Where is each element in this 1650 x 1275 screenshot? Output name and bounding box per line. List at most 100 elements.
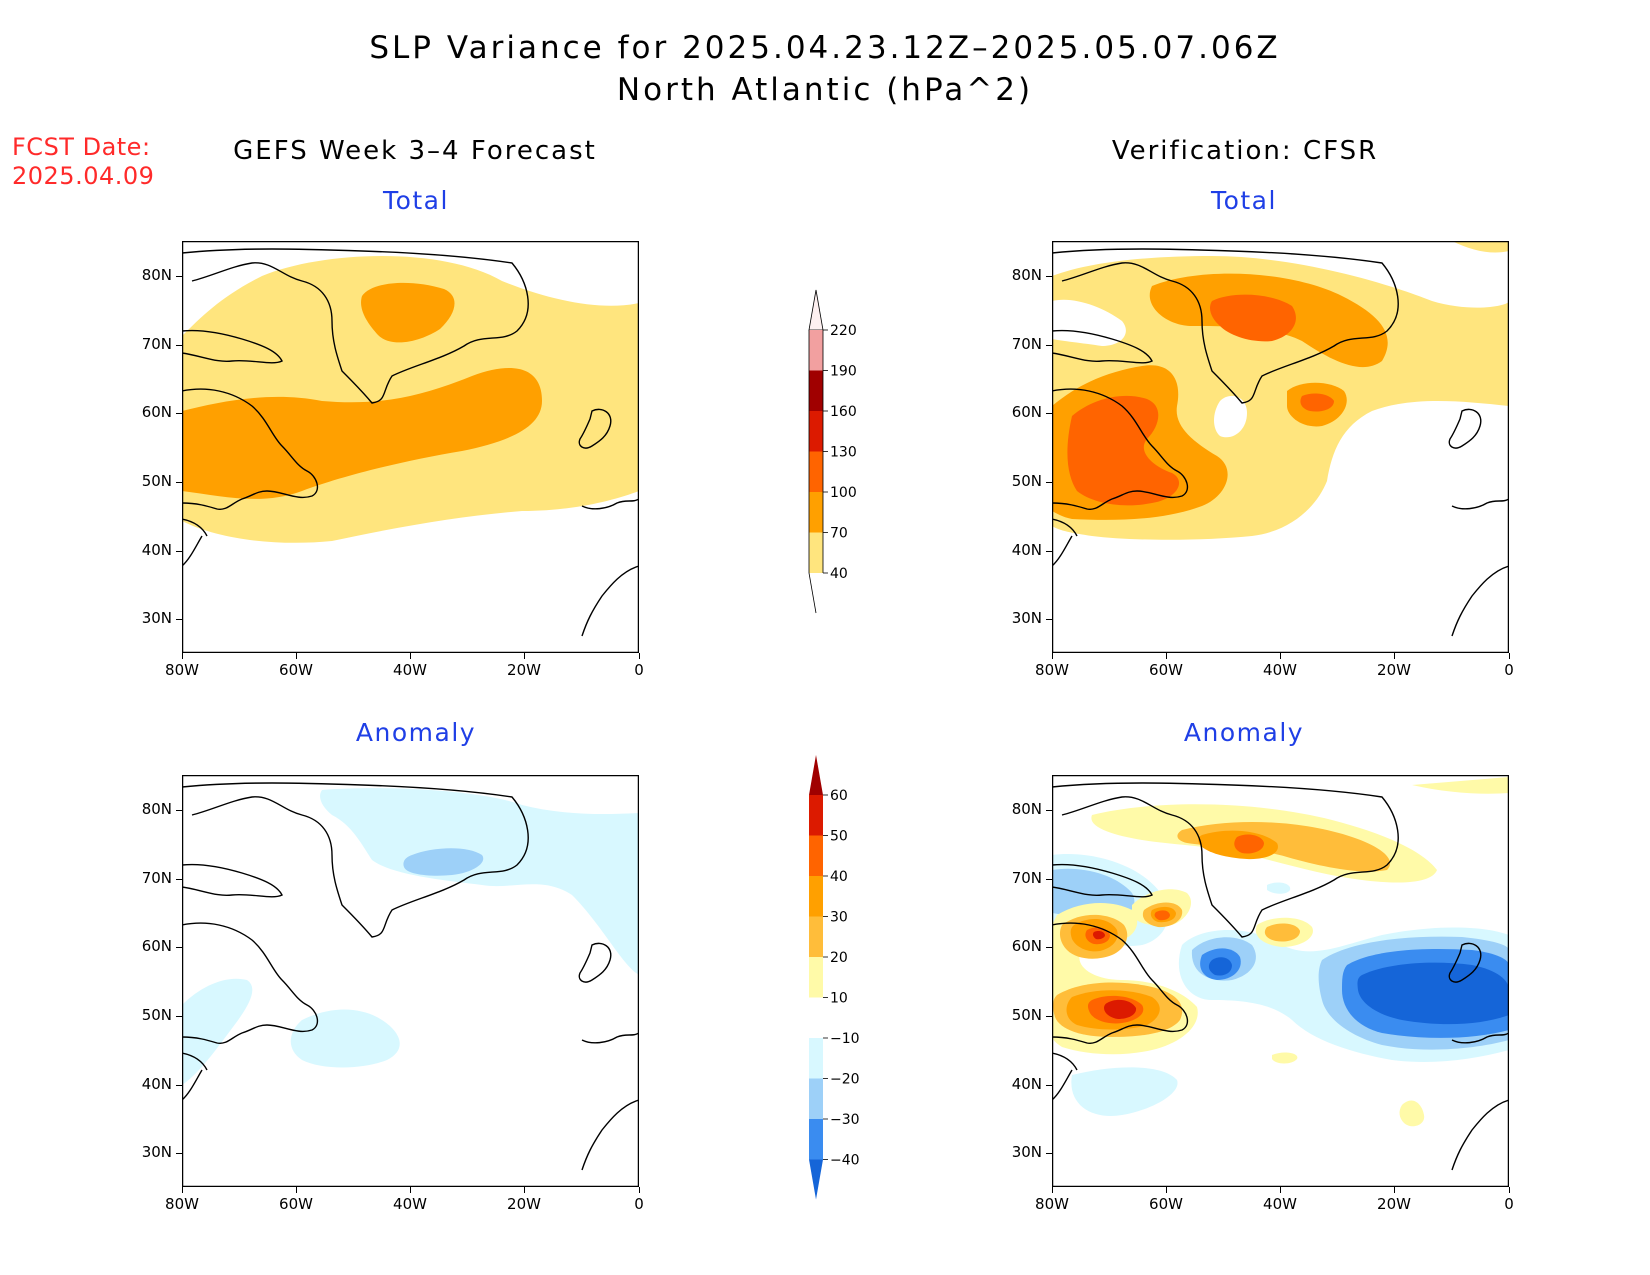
lon-tick-mark: [1509, 1187, 1510, 1193]
lon-tick-mark: [639, 653, 640, 659]
lat-tick-label: 30N: [1011, 1143, 1042, 1161]
lat-tick-mark: [1046, 345, 1052, 346]
right-column-title: Verification: CFSR: [1111, 136, 1379, 166]
colorbar-triangle-top: [808, 289, 824, 331]
colorbar-level-label: −10: [830, 1031, 860, 1047]
lat-tick-label: 70N: [1011, 335, 1042, 353]
lat-tick-label: 40N: [141, 1075, 172, 1093]
coastline: [1052, 248, 1509, 637]
lat-tick-mark: [1046, 879, 1052, 880]
map-frame: [1052, 241, 1509, 653]
lat-tick-mark: [1046, 276, 1052, 277]
lon-tick-label: 80W: [1035, 661, 1069, 679]
colorbar-triangle-bottom: [809, 1159, 823, 1200]
lat-tick-mark: [176, 1153, 182, 1154]
colorbar-level-label: 70: [830, 526, 848, 542]
lon-tick-mark: [524, 653, 525, 659]
lon-tick-mark: [182, 653, 183, 659]
colorbar-swatch: [809, 532, 823, 573]
lat-tick-label: 60N: [141, 937, 172, 955]
main-title: SLP Variance for 2025.04.23.12Z–2025.05.…: [369, 30, 1281, 66]
lon-tick-label: 60W: [279, 661, 313, 679]
lon-tick-mark: [296, 653, 297, 659]
colorbar-level-label: 30: [830, 910, 848, 926]
colorbar-level-label: 60: [830, 788, 848, 804]
lon-tick-label: 80W: [165, 1195, 199, 1213]
colorbar-level-label: −30: [830, 1112, 860, 1128]
lat-tick-mark: [1046, 947, 1052, 948]
colorbar-total: 220 190 160 130 100 70 40: [808, 289, 857, 614]
lat-tick-label: 70N: [1011, 869, 1042, 887]
colorbar-swatch: [809, 1119, 823, 1160]
lon-tick-mark: [410, 1187, 411, 1193]
contour-fill-minus10: [182, 788, 639, 1085]
lon-tick-mark: [1394, 1187, 1395, 1193]
contour-fill-minus20: [403, 848, 484, 876]
lon-tick-mark: [1509, 653, 1510, 659]
colorbar-level-label: 100: [830, 485, 857, 501]
colorbar-level-label: 190: [830, 364, 857, 380]
lat-tick-label: 30N: [1011, 609, 1042, 627]
lon-tick-label: 20W: [507, 1195, 541, 1213]
colorbar-level-label: 10: [830, 991, 848, 1007]
lon-tick-mark: [1052, 1187, 1053, 1193]
colorbar-swatch: [809, 795, 823, 836]
lat-tick-mark: [176, 1085, 182, 1086]
colorbar-level-label: 220: [830, 323, 857, 339]
lon-tick-label: 0: [634, 661, 644, 679]
lon-tick-label: 20W: [1377, 661, 1411, 679]
colorbar-swatch: [809, 916, 823, 957]
colorbar-swatch: [809, 451, 823, 492]
lat-tick-mark: [1046, 413, 1052, 414]
colorbar-anomaly: 60 50 40 30 20 10 −10 −20 −30 −40: [809, 755, 860, 1200]
coastline: [1052, 782, 1509, 1171]
lat-tick-mark: [176, 619, 182, 620]
colorbar-level-label: 50: [830, 829, 848, 845]
lat-tick-label: 80N: [141, 266, 172, 284]
colorbar-swatch: [809, 957, 823, 998]
lat-tick-label: 40N: [1011, 1075, 1042, 1093]
fcst-date-value: 2025.04.09: [12, 162, 155, 190]
lon-tick-mark: [1394, 653, 1395, 659]
colorbar-swatch: [809, 1078, 823, 1119]
map-forecast-total: [182, 241, 639, 653]
lat-tick-mark: [176, 1016, 182, 1017]
lon-tick-mark: [410, 653, 411, 659]
lon-tick-label: 20W: [1377, 1195, 1411, 1213]
lon-tick-label: 60W: [1149, 661, 1183, 679]
contour-fill-white-gap: [1052, 299, 1247, 438]
lon-tick-mark: [524, 1187, 525, 1193]
map-forecast-anomaly: [182, 775, 639, 1187]
lon-tick-mark: [296, 1187, 297, 1193]
map-frame: [182, 241, 639, 653]
lon-tick-mark: [639, 1187, 640, 1193]
lat-tick-mark: [1046, 1085, 1052, 1086]
lat-tick-label: 80N: [1011, 266, 1042, 284]
colorbar-triangle-top: [809, 755, 823, 795]
lat-tick-label: 70N: [141, 335, 172, 353]
lat-tick-label: 30N: [141, 609, 172, 627]
lat-tick-label: 80N: [1011, 800, 1042, 818]
colorbar-swatch: [809, 370, 823, 411]
lon-tick-label: 60W: [279, 1195, 313, 1213]
lat-tick-label: 50N: [1011, 1006, 1042, 1024]
map-frame: [182, 775, 639, 1187]
lon-tick-mark: [1280, 653, 1281, 659]
lon-tick-mark: [1166, 1187, 1167, 1193]
coastline: [182, 782, 639, 1171]
colorbar-level-label: −20: [830, 1072, 860, 1088]
lat-tick-mark: [1046, 810, 1052, 811]
contour-fill-70: [182, 282, 542, 499]
lon-tick-label: 80W: [165, 661, 199, 679]
lon-tick-label: 0: [1504, 661, 1514, 679]
lat-tick-label: 50N: [141, 472, 172, 490]
left-column-title: GEFS Week 3–4 Forecast: [233, 136, 597, 166]
lat-tick-mark: [1046, 1016, 1052, 1017]
colorbar-level-label: 20: [830, 950, 848, 966]
map-frame: [1052, 775, 1509, 1187]
colorbar-level-label: 40: [830, 566, 848, 582]
lon-tick-label: 0: [634, 1195, 644, 1213]
fcst-date-label: FCST Date:: [12, 133, 151, 161]
lat-tick-mark: [176, 879, 182, 880]
colorbar-swatch: [809, 835, 823, 876]
